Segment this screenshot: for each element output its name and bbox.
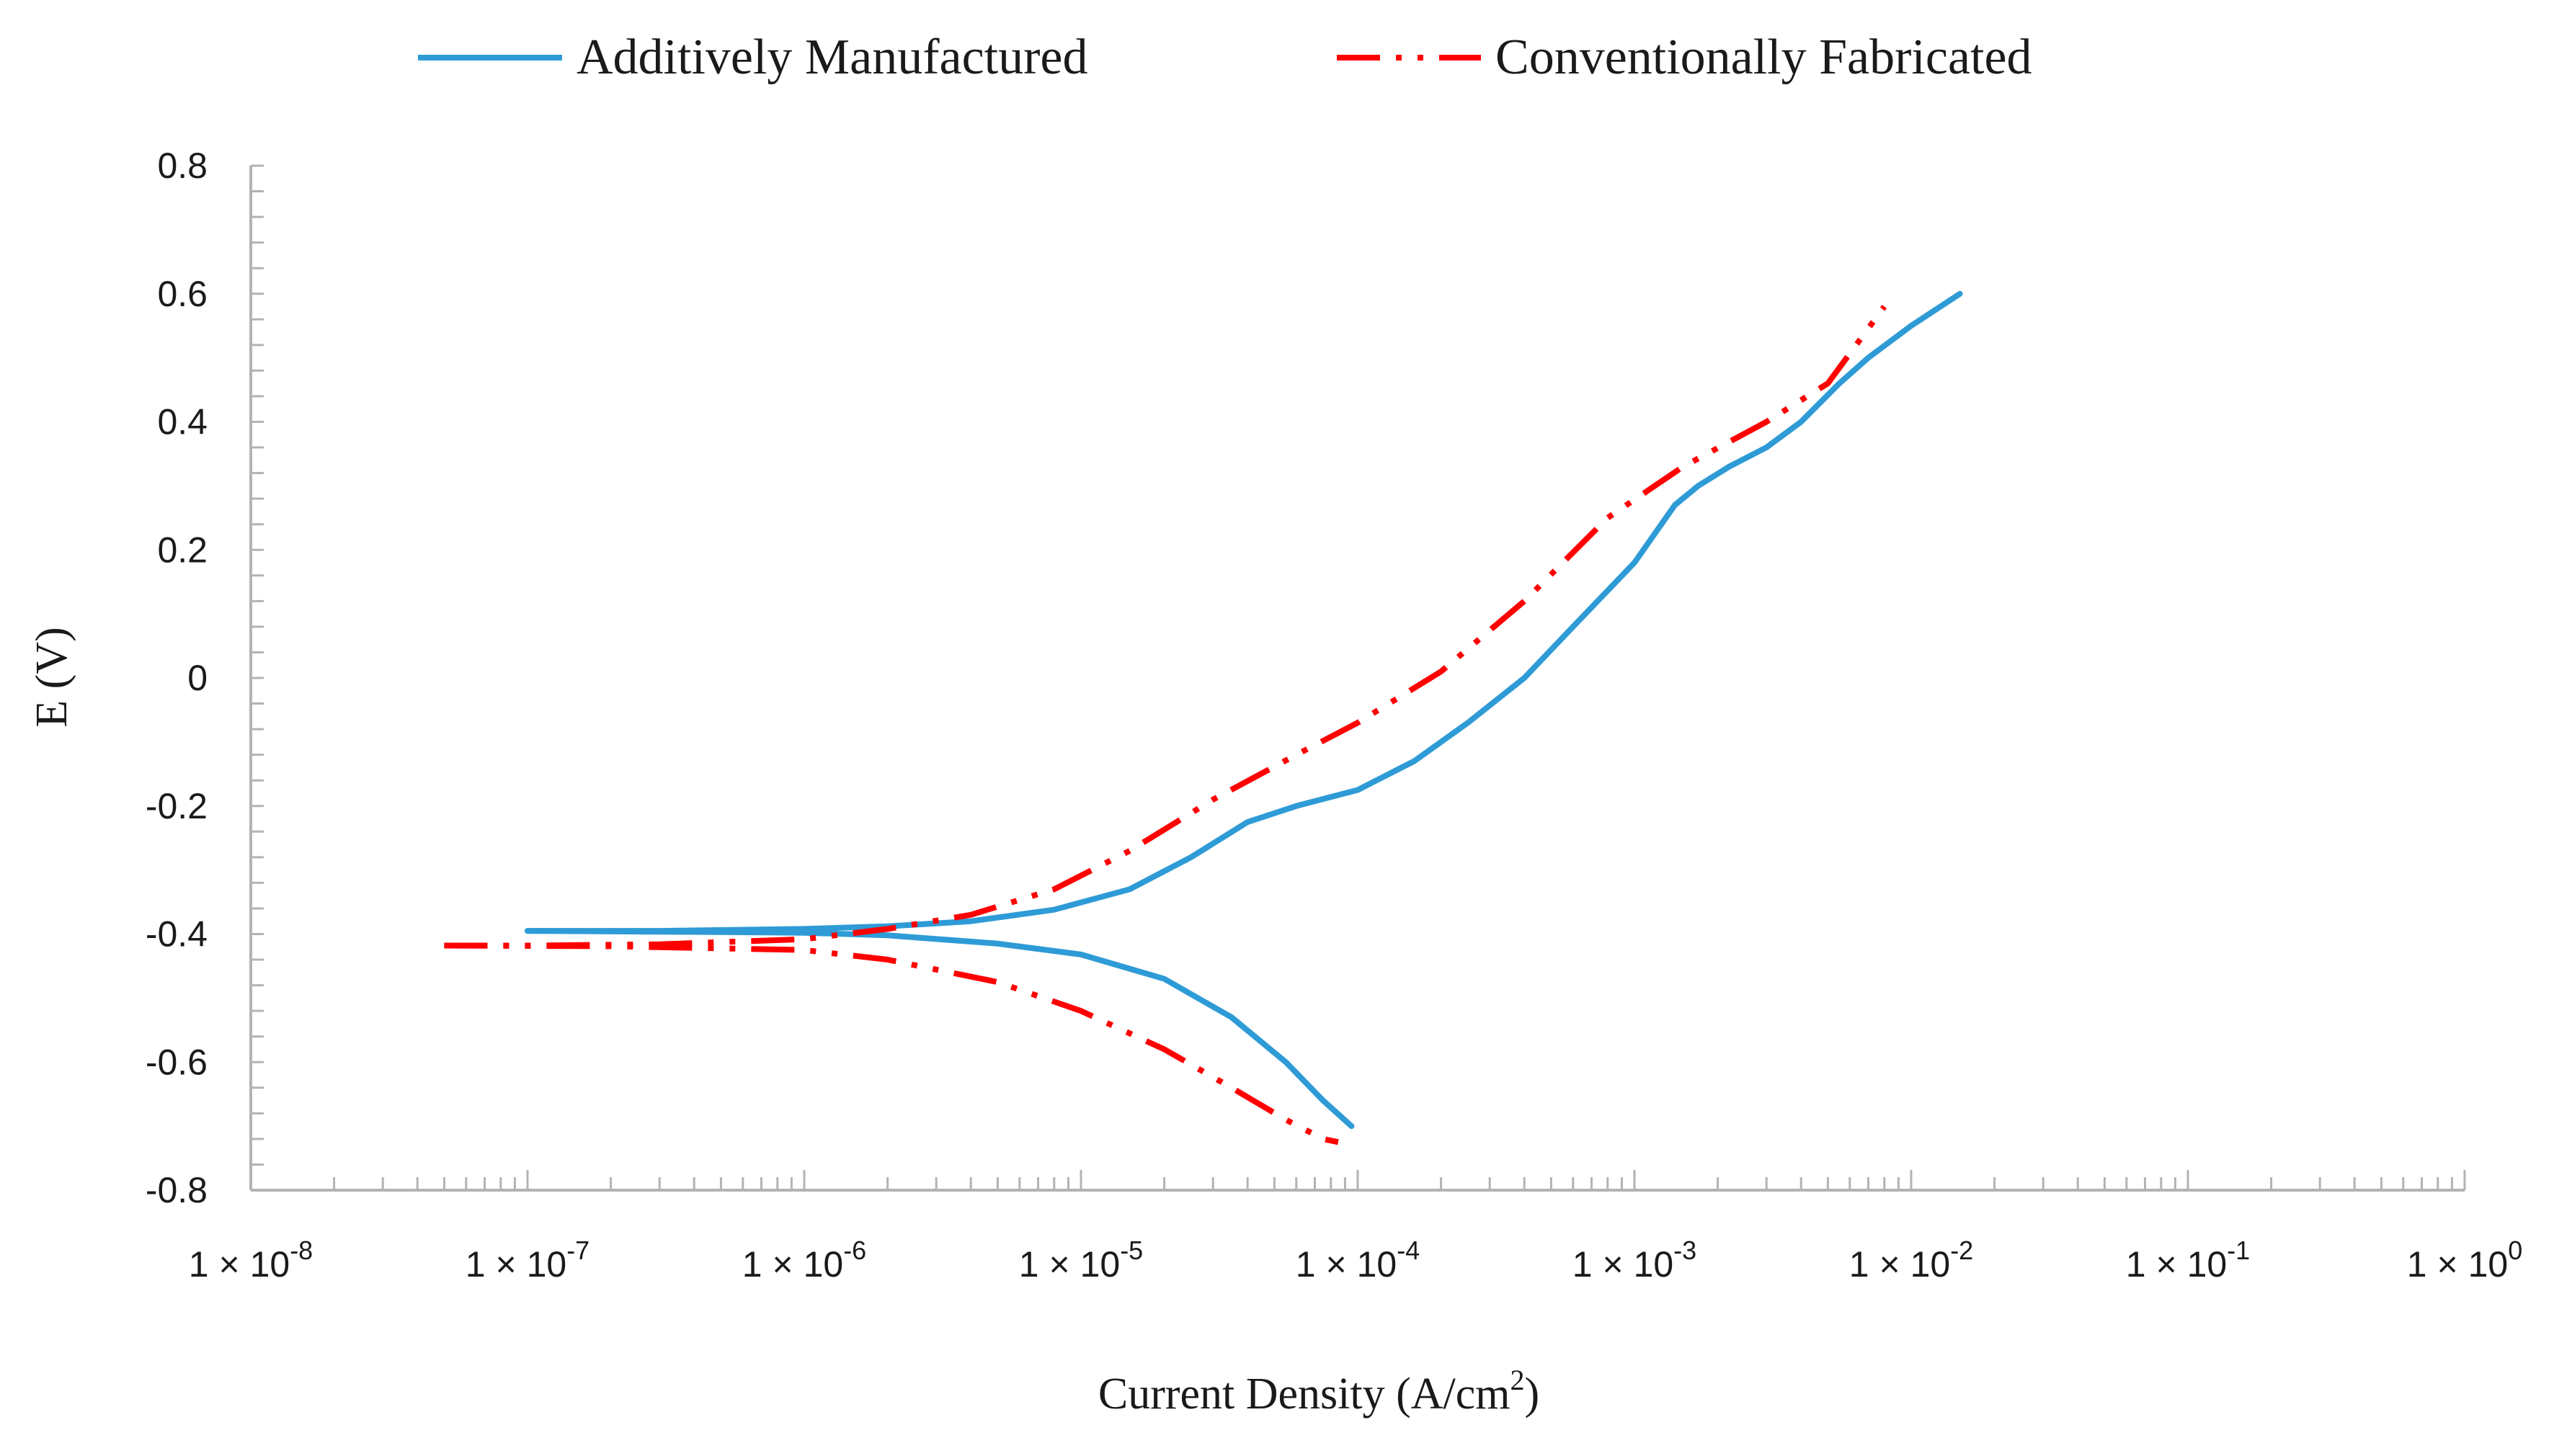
- series-line-additively-manufactured-anodic: [525, 290, 1963, 934]
- series-line-conventionally-fabricated-cathodic: [444, 942, 1339, 1145]
- x-axis-title-tail: ): [1525, 1370, 1540, 1419]
- y-tick-label: 0.2: [157, 530, 208, 570]
- x-minor-ticks: [249, 1170, 2466, 1190]
- x-tick-label: 1 × 10-8: [189, 1236, 313, 1285]
- y-tick-label: -0.8: [146, 1170, 208, 1210]
- y-tick-label: 0: [187, 658, 208, 698]
- y-tick-label: -0.4: [146, 914, 208, 955]
- y-tick-labels: 0.8 0.6 0.4 0.2 0 -0.2 -0.4 -0.6 -0.8: [146, 146, 208, 1210]
- x-tick-labels: 1 × 10-8 1 × 10-7 1 × 10-6 1 × 10-5 1 × 10-4…: [189, 1236, 2522, 1285]
- legend-label-conventional: Conventionally Fabricated: [1495, 30, 2032, 85]
- x-tick-label: 1 × 10-2: [1849, 1236, 1973, 1285]
- y-tick-label: 0.4: [157, 402, 208, 442]
- y-tick-label: 0.6: [157, 274, 208, 314]
- x-tick-label: 1 × 10-4: [1296, 1236, 1420, 1285]
- y-minor-ticks: [251, 164, 264, 1192]
- y-tick-label: 0.8: [157, 146, 208, 186]
- x-tick-label: 1 × 100: [2407, 1236, 2522, 1285]
- axes: [249, 166, 2465, 1192]
- x-tick-label: 1 × 10-6: [742, 1236, 866, 1285]
- series-layer: [444, 290, 1963, 1145]
- series-line-additively-manufactured-cathodic: [525, 928, 1355, 1130]
- y-tick-label: -0.6: [146, 1042, 208, 1082]
- x-tick-label: 1 × 10-1: [2126, 1236, 2250, 1285]
- x-axis-title-base: Current Density (A/cm: [1098, 1370, 1510, 1419]
- x-tick-label: 1 × 10-3: [1572, 1236, 1696, 1285]
- x-tick-label: 1 × 10-7: [466, 1236, 589, 1285]
- legend-label-additive: Additively Manufactured: [577, 30, 1088, 85]
- x-axis-title-sup: 2: [1510, 1364, 1525, 1396]
- series-line-conventionally-fabricated-anodic: [444, 305, 1887, 949]
- y-axis-title: E (V): [27, 627, 76, 727]
- x-tick-label: 1 × 10-5: [1019, 1236, 1143, 1285]
- x-axis-title: Current Density (A/cm2): [1098, 1364, 1539, 1419]
- legend: Additively Manufactured Conventionally F…: [418, 30, 2032, 85]
- y-tick-label: -0.2: [146, 786, 208, 826]
